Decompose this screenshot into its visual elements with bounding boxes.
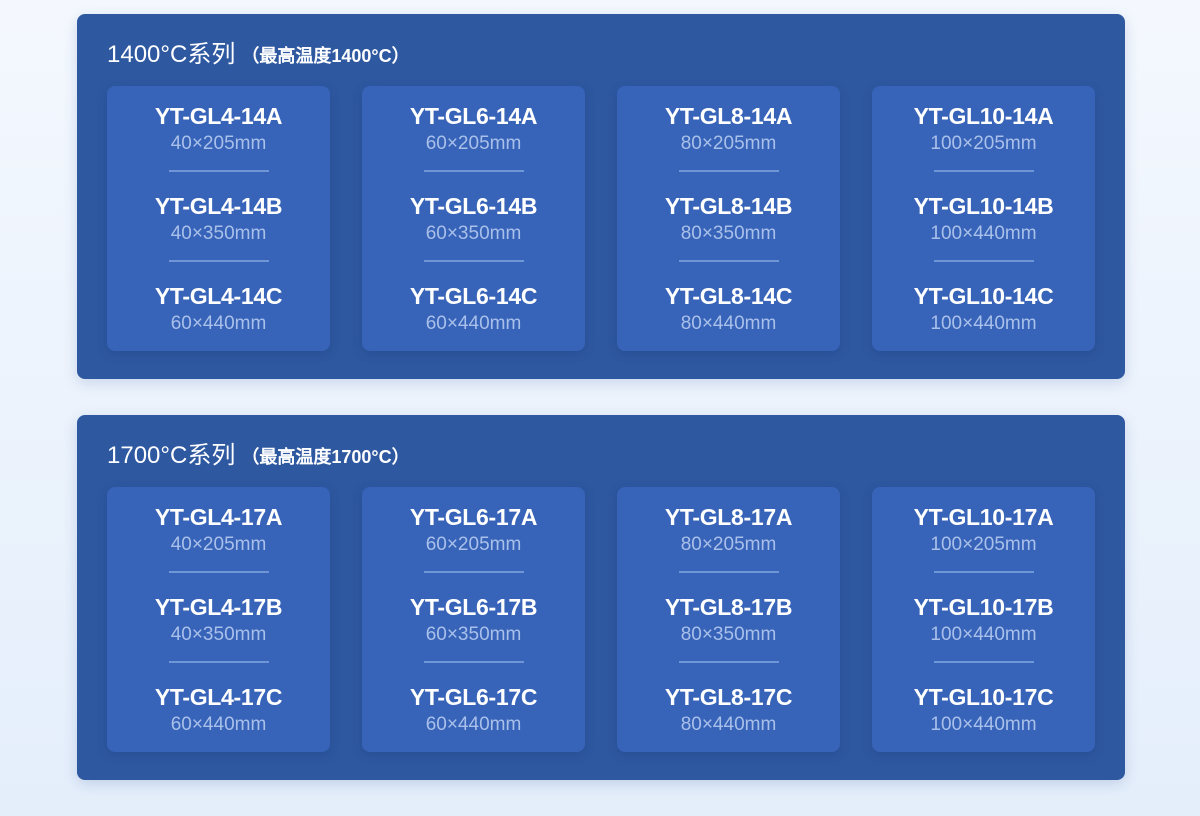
model-card: YT-GL6-17A 60×205mm YT-GL6-17B 60×350mm YT-G… [362,487,585,752]
model-cards: YT-GL4-17A 40×205mm YT-GL4-17B 40×350mm YT-G… [107,487,1095,752]
series-name: 1400°C系列 [107,41,236,68]
model-dimensions: 80×205mm [680,133,777,154]
divider [423,661,524,663]
model-dimensions: 40×350mm [170,624,267,645]
series-title: 1700°C系列 （最高温度1700°C） [107,435,410,470]
divider [423,260,524,262]
series-title: 1400°C系列 （最高温度1400°C） [107,34,410,69]
divider [933,170,1034,172]
model-dimensions: 40×350mm [170,223,267,244]
model-dimensions: 60×205mm [425,534,522,555]
model-dimensions: 60×350mm [425,624,522,645]
model-dimensions: 60×440mm [170,714,267,735]
model-dimensions: 100×205mm [930,133,1037,154]
divider [168,260,269,262]
model-card: YT-GL4-14A 40×205mm YT-GL4-14B 40×350mm YT-G… [107,86,330,351]
model-dimensions: 80×440mm [680,313,777,334]
model-name: YT-GL8-17C [664,684,793,710]
model-dimensions: 100×440mm [930,624,1037,645]
series-name: 1700°C系列 [107,442,236,469]
model-name: YT-GL8-14A [664,103,793,129]
model-name: YT-GL6-17A [409,504,538,530]
model-dimensions: 60×440mm [170,313,267,334]
model-card: YT-GL6-14A 60×205mm YT-GL6-14B 60×350mm YT-G… [362,86,585,351]
series-panel: 1700°C系列 （最高温度1700°C） YT-GL4-17A 40×205mm YT… [77,415,1125,780]
model-name: YT-GL8-14B [664,193,793,219]
model-card: YT-GL8-14A 80×205mm YT-GL8-14B 80×350mm YT-G… [617,86,840,351]
model-name: YT-GL10-17B [913,594,1054,620]
model-cards: YT-GL4-14A 40×205mm YT-GL4-14B 40×350mm YT-G… [107,86,1095,351]
model-name: YT-GL4-17A [154,504,283,530]
model-name: YT-GL10-14B [913,193,1054,219]
model-name: YT-GL6-17C [409,684,538,710]
model-name: YT-GL10-14C [913,283,1054,309]
model-card: YT-GL4-17A 40×205mm YT-GL4-17B 40×350mm YT-G… [107,487,330,752]
model-name: YT-GL6-14B [409,193,538,219]
model-dimensions: 100×440mm [930,714,1037,735]
model-dimensions: 80×350mm [680,223,777,244]
series-panel: 1400°C系列 （最高温度1400°C） YT-GL4-14A 40×205mm YT… [77,14,1125,379]
model-dimensions: 80×440mm [680,714,777,735]
divider [423,170,524,172]
model-card: YT-GL8-17A 80×205mm YT-GL8-17B 80×350mm YT-G… [617,487,840,752]
model-dimensions: 40×205mm [170,534,267,555]
model-name: YT-GL6-17B [409,594,538,620]
divider [168,571,269,573]
model-dimensions: 100×440mm [930,313,1037,334]
model-name: YT-GL4-14C [154,283,283,309]
model-name: YT-GL8-17A [664,504,793,530]
model-name: YT-GL10-17A [913,504,1054,530]
divider [423,571,524,573]
model-name: YT-GL6-14C [409,283,538,309]
divider [168,170,269,172]
divider [933,571,1034,573]
model-dimensions: 80×350mm [680,624,777,645]
model-dimensions: 60×350mm [425,223,522,244]
model-name: YT-GL4-14B [154,193,283,219]
divider [933,661,1034,663]
divider [933,260,1034,262]
model-dimensions: 100×205mm [930,534,1037,555]
divider [168,661,269,663]
model-name: YT-GL10-14A [913,103,1054,129]
model-name: YT-GL4-17C [154,684,283,710]
model-name: YT-GL6-14A [409,103,538,129]
model-dimensions: 40×205mm [170,133,267,154]
series-max-temp: （最高温度1400°C） [241,46,410,66]
model-name: YT-GL8-17B [664,594,793,620]
model-card: YT-GL10-17A 100×205mm YT-GL10-17B 100×440mm… [872,487,1095,752]
series-max-temp: （最高温度1700°C） [241,447,410,467]
model-card: YT-GL10-14A 100×205mm YT-GL10-14B 100×440mm… [872,86,1095,351]
divider [678,571,779,573]
divider [678,661,779,663]
model-dimensions: 60×205mm [425,133,522,154]
divider [678,170,779,172]
model-dimensions: 100×440mm [930,223,1037,244]
model-name: YT-GL4-17B [154,594,283,620]
model-dimensions: 60×440mm [425,714,522,735]
divider [678,260,779,262]
model-name: YT-GL4-14A [154,103,283,129]
model-name: YT-GL10-17C [913,684,1054,710]
model-dimensions: 60×440mm [425,313,522,334]
model-name: YT-GL8-14C [664,283,793,309]
model-dimensions: 80×205mm [680,534,777,555]
